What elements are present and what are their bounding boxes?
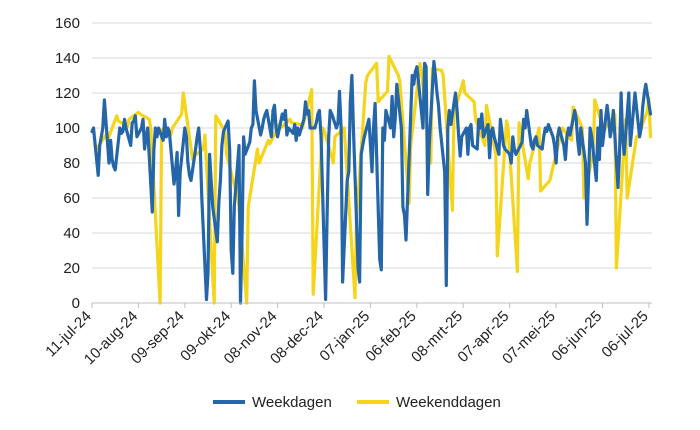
y-tick-label: 160 (55, 15, 80, 32)
y-tick-label: 80 (63, 155, 80, 172)
y-tick-label: 120 (55, 85, 80, 102)
y-tick-label: 140 (55, 50, 80, 67)
legend-label-weekdagen: Weekdagen (252, 394, 332, 411)
series-lines (90, 54, 653, 305)
series-line-weekdagen (90, 59, 653, 305)
axes (91, 302, 652, 308)
y-tick-label: 60 (63, 190, 80, 207)
x-tick-label: 06-jun-25 (548, 308, 605, 365)
y-tick-label: 100 (55, 120, 80, 137)
legend-label-weekenddagen: Weekenddagen (396, 394, 501, 411)
x-tick-label: 06-jul-25 (598, 308, 651, 361)
y-axis-tick-labels: 0 20 40 60 80 100 120 140 160 (55, 15, 80, 312)
legend: Weekdagen Weekenddagen (213, 394, 501, 411)
y-tick-label: 0 (72, 295, 80, 312)
x-axis-tick-labels: 11-jul-2410-aug-2409-sep-2409-okt-2408-n… (42, 308, 651, 368)
y-tick-label: 40 (63, 225, 80, 242)
series-line-weekenddagen (93, 54, 653, 305)
y-tick-label: 20 (63, 260, 80, 277)
